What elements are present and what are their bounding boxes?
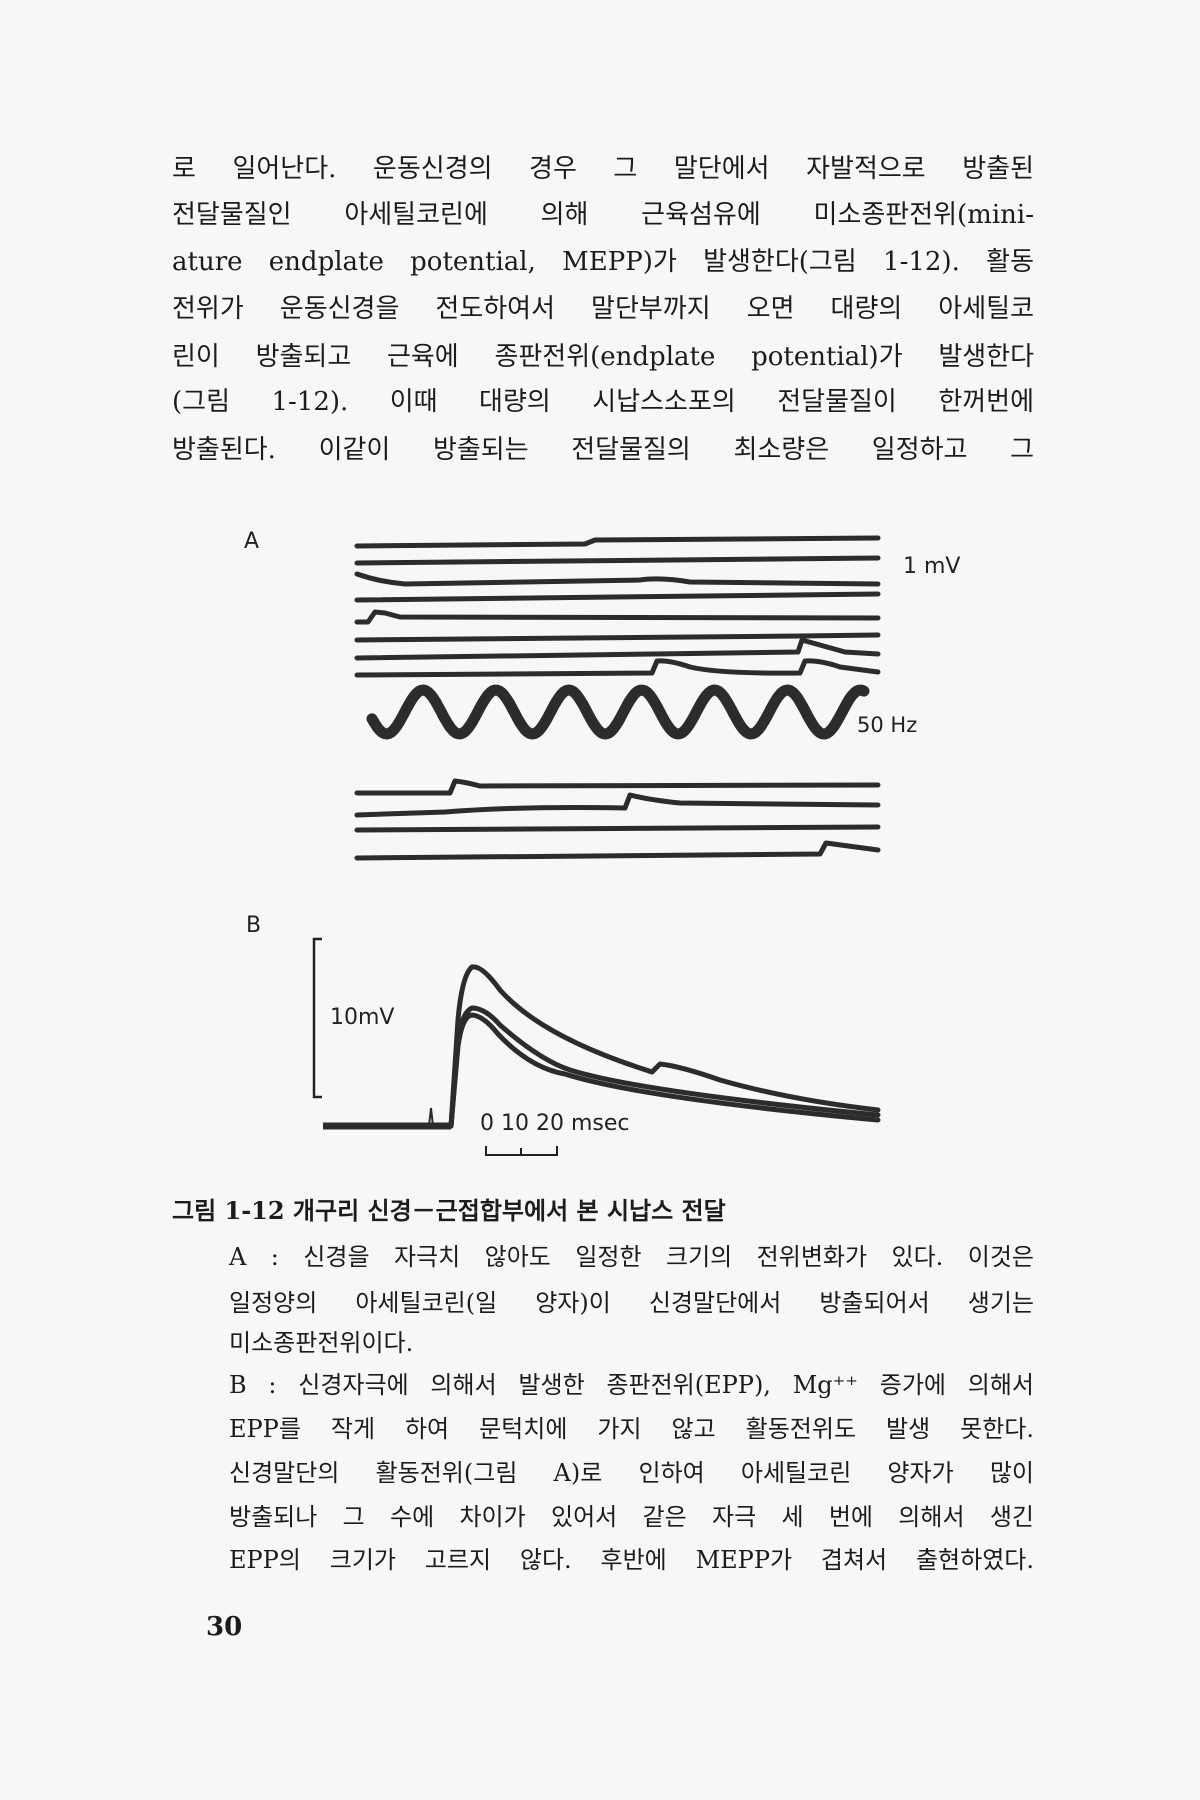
mepp-trace — [354, 555, 881, 566]
mepp-trace — [354, 658, 881, 678]
panel-a-label: A — [244, 529, 259, 554]
caption-line: 방출되나 그 수에 차이가 있어서 같은 자극 세 번에 의해서 생긴 — [229, 1503, 1034, 1531]
mepp-trace — [354, 840, 881, 861]
50hz-sine-wave — [366, 684, 870, 740]
caption-title: 그림 1-12 개구리 신경－근접합부에서 본 시납스 전달 — [172, 1196, 726, 1225]
caption-line: 신경말단의 활동전위(그림 A)로 인하여 아세틸코린 양자가 많이 — [229, 1459, 1034, 1487]
mepp-trace — [354, 792, 881, 818]
stimulus-artifact — [428, 1107, 434, 1127]
mepp-trace — [354, 632, 881, 643]
caption-line: EPP의 크기가 고르지 않다. 후반에 MEPP가 겹쳐서 출현하였다. — [229, 1546, 1034, 1574]
body-line: ature endplate potential, MEPP)가 발생한다(그림… — [172, 247, 1034, 277]
body-line: 로 일어난다. 운동신경의 경우 그 말단에서 자발적으로 방출된 — [172, 154, 1034, 184]
voltage-scale-bar — [312, 937, 322, 1099]
caption-line: 일정양의 아세틸코린(일 양자)이 신경말단에서 방출되어서 생기는 — [229, 1289, 1034, 1317]
body-line: (그림 1-12). 이때 대량의 시납스소포의 전달물질이 한꺼번에 — [172, 387, 1034, 417]
panel-a: A 1 mV 50 Hz — [244, 529, 960, 861]
caption-line: 미소종판전위이다. — [229, 1329, 414, 1357]
time-scale-label: 0 10 20 msec — [480, 1111, 630, 1136]
mepp-trace — [354, 778, 881, 796]
epp-trace — [448, 1005, 881, 1129]
epp-trace — [448, 964, 881, 1129]
time-scale-bar — [485, 1146, 558, 1156]
mepp-trace — [354, 609, 881, 625]
caption-line: EPP를 작게 하여 문턱치에 가지 않고 활동전위도 발생 못한다. — [229, 1415, 1034, 1443]
panel-b-label: B — [246, 913, 261, 938]
body-line: 방출된다. 이같이 방출되는 전달물질의 최소량은 일정하고 그 — [172, 435, 1034, 465]
body-line: 린이 방출되고 근육에 종판전위(endplate potential)가 발생… — [172, 342, 1034, 372]
page-number: 30 — [206, 1612, 243, 1642]
panel-b: B 10mV 0 10 20 msec — [246, 913, 881, 1156]
mepp-trace — [354, 637, 881, 661]
voltage-scale-label: 1 mV — [903, 554, 960, 579]
body-line: 전위가 운동신경을 전도하여서 말단부까지 오면 대량의 아세틸코 — [172, 294, 1034, 324]
frequency-label: 50 Hz — [857, 713, 917, 737]
caption-line: B : 신경자극에 의해서 발생한 종판전위(EPP), Mg⁺⁺ 증가에 의해… — [229, 1371, 1034, 1399]
body-line: 전달물질인 아세틸코린에 의해 근육섬유에 미소종판전위(mini- — [172, 200, 1034, 230]
epp-trace — [448, 1012, 881, 1129]
mepp-trace — [354, 535, 881, 549]
mepp-trace — [354, 571, 881, 587]
mepp-trace — [354, 591, 881, 603]
mepp-trace — [354, 824, 881, 833]
caption-line: A : 신경을 자극치 않아도 일정한 크기의 전위변화가 있다. 이것은 — [229, 1243, 1034, 1271]
voltage-scale-label: 10mV — [330, 1005, 394, 1030]
